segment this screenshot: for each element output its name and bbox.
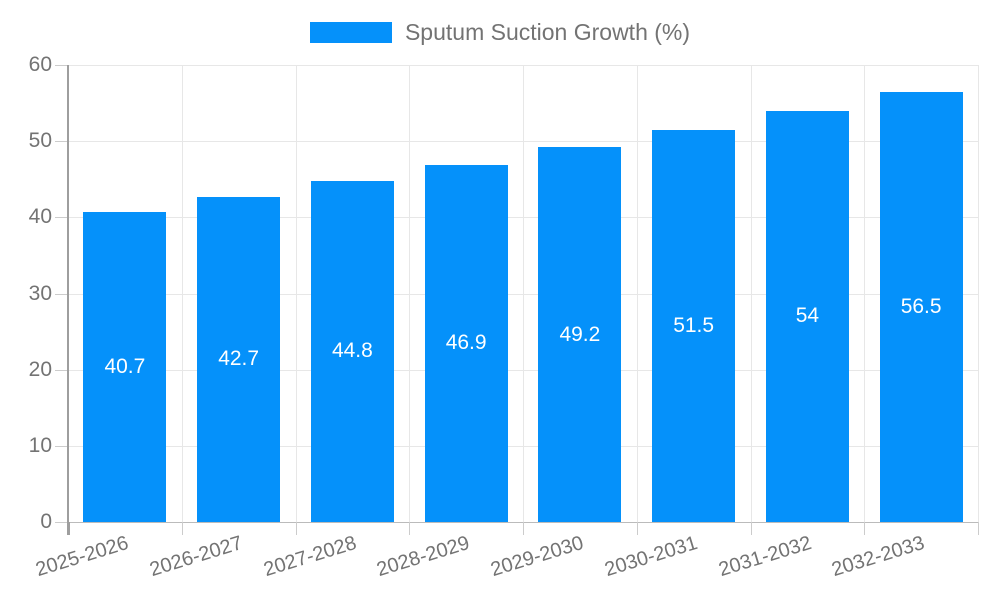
y-tick-label: 10	[28, 433, 52, 457]
y-tick-mark	[55, 522, 67, 523]
x-axis-label: 2032-2033	[829, 532, 928, 582]
bar-value-label: 56.5	[900, 294, 942, 318]
plot-area: 0 10 20 30 40 50 60 40.7 42.7 44.8 46.9 49.2 51.5 54 5…	[29, 53, 979, 535]
y-tick-mark	[55, 445, 67, 447]
bar[interactable]	[424, 164, 508, 522]
x-gridline	[750, 65, 752, 522]
bar-value-label: 40.7	[104, 355, 146, 378]
bar-value-label: 46.9	[445, 331, 487, 355]
bar[interactable]	[538, 147, 622, 522]
x-gridline	[636, 65, 638, 522]
x-gridline	[181, 65, 183, 522]
x-gridline	[523, 65, 524, 522]
y-tick-mark	[55, 293, 67, 295]
y-tick-mark	[55, 65, 67, 66]
bar-value-label: 54	[795, 304, 820, 328]
x-gridline	[409, 65, 411, 522]
y-tick-label: 30	[28, 281, 52, 305]
y-tick-mark	[55, 369, 67, 371]
bar[interactable]	[879, 91, 963, 522]
x-tick-mark	[68, 522, 70, 535]
bar-value-label: 42.7	[218, 347, 260, 371]
x-axis-label: 2028-2029	[374, 532, 473, 582]
x-tick-mark	[978, 522, 979, 535]
legend[interactable]: Sputum Suction Growth (%)	[0, 20, 1000, 44]
x-axis-label: 2026-2027	[147, 532, 246, 582]
y-axis-line	[67, 65, 69, 535]
x-axis-label: 2029-2030	[488, 532, 587, 582]
bar[interactable]	[83, 212, 167, 522]
y-tick-label: 60	[28, 53, 52, 76]
y-tick-mark	[55, 217, 67, 219]
x-axis-label: 2031-2032	[715, 532, 814, 582]
legend-label: Sputum Suction Growth (%)	[404, 19, 691, 45]
y-tick-label: 50	[28, 129, 52, 153]
x-gridline	[295, 65, 297, 522]
y-tick-label: 20	[28, 357, 52, 381]
x-gridline	[864, 65, 866, 522]
bar[interactable]	[197, 196, 281, 522]
x-gridline	[978, 65, 979, 522]
x-axis-label: 2027-2028	[260, 532, 359, 582]
y-tick-label: 40	[28, 205, 52, 229]
bar-value-label: 51.5	[673, 313, 715, 337]
bar-value-label: 49.2	[559, 322, 601, 346]
x-axis-label: 2030-2031	[602, 532, 701, 582]
bar[interactable]	[652, 129, 736, 522]
y-tick-label: 0	[40, 510, 52, 533]
x-tick-mark	[750, 522, 752, 535]
x-tick-mark	[295, 522, 297, 535]
y-tick-mark	[55, 141, 67, 143]
legend-swatch[interactable]	[309, 21, 392, 43]
bar-value-label: 44.8	[331, 339, 373, 363]
bar[interactable]	[765, 110, 849, 522]
x-tick-mark	[181, 522, 183, 535]
x-tick-mark	[636, 522, 638, 535]
bar[interactable]	[310, 180, 394, 522]
x-tick-mark	[523, 522, 524, 535]
x-tick-mark	[409, 522, 411, 535]
x-axis-label: 2025-2026	[33, 532, 132, 582]
x-tick-mark	[864, 522, 866, 535]
